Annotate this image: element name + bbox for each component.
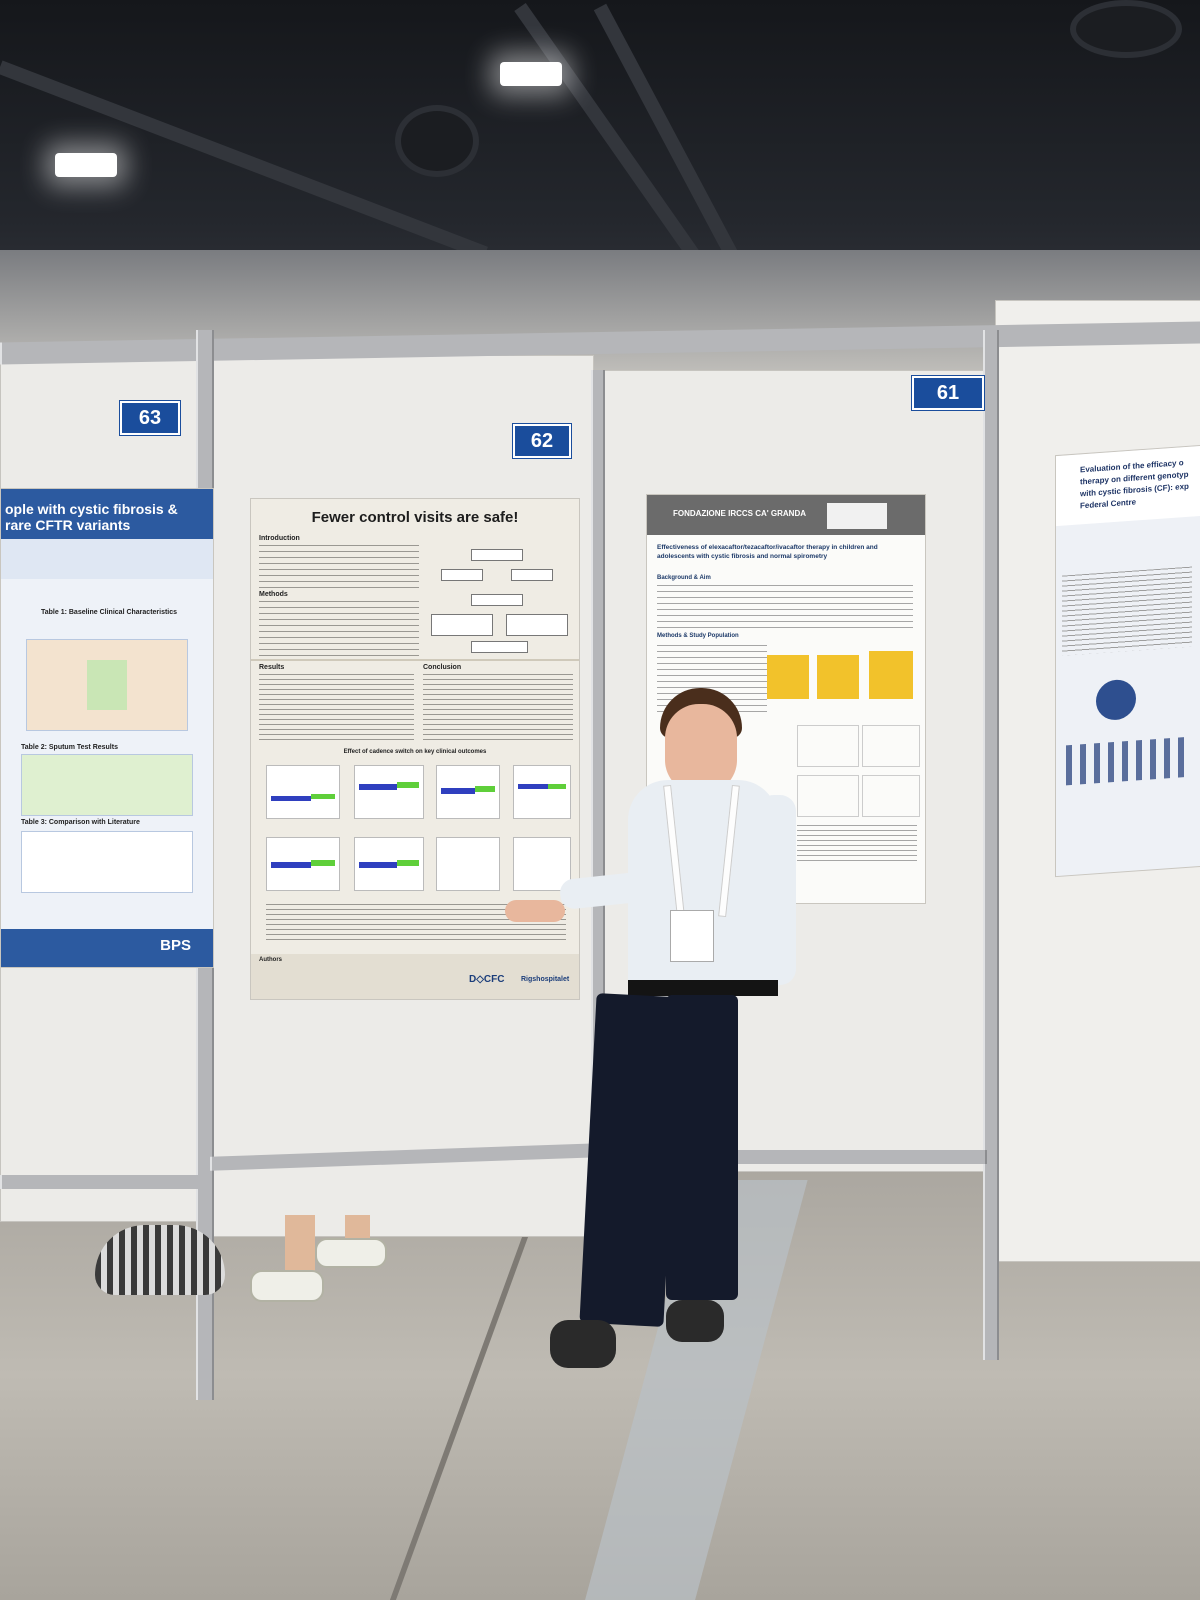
visitor-sandal xyxy=(315,1238,387,1268)
poster-left-title: ople with cystic fibrosis & rare CFTR va… xyxy=(1,489,213,539)
ceiling-light xyxy=(500,62,562,86)
poster-right-line-chart xyxy=(797,725,859,767)
presenter-shoe xyxy=(666,1300,724,1342)
poster-center-results-heading: Results xyxy=(259,664,285,671)
poster-center-intro-heading: Introduction xyxy=(259,535,300,542)
rigshospitalet-logo: Rigshospitalet xyxy=(521,976,570,983)
booth-number-61: 61 xyxy=(912,376,984,410)
visitor-sandal xyxy=(250,1270,324,1302)
scatter-plot xyxy=(513,765,571,819)
ceiling-speaker xyxy=(395,105,479,177)
board-post xyxy=(983,330,999,1360)
poster-far-right-pie-chart xyxy=(1096,678,1136,722)
presenter xyxy=(500,680,820,1400)
poster-right-yellow-box xyxy=(869,651,913,699)
poster-right-yellow-box xyxy=(767,655,809,699)
poster-center-chart-caption: Effect of cadence switch on key clinical… xyxy=(343,749,487,755)
poster-left-table1-title: Table 1: Baseline Clinical Characteristi… xyxy=(41,609,178,616)
booth-number-62: 62 xyxy=(513,424,571,458)
poster-center-methods-heading: Methods xyxy=(259,591,288,598)
booth-number-63: 63 xyxy=(120,401,180,435)
poster-right-figure-caption xyxy=(797,825,917,865)
poster-center-results-text xyxy=(259,674,414,744)
board-bottom-rail xyxy=(0,1175,214,1189)
presenter-pants-right xyxy=(666,995,738,1300)
ceiling-light xyxy=(55,153,117,177)
poster-right-line-chart xyxy=(862,775,920,817)
presenter-badge xyxy=(670,910,714,962)
poster-center-authors-heading: Authors xyxy=(259,957,282,963)
scatter-plot xyxy=(354,837,424,891)
ceiling-speaker xyxy=(1070,0,1182,58)
dcfc-logo: D◇CFC xyxy=(469,974,505,985)
poster-right-line-chart xyxy=(797,775,859,817)
bps-logo: BPS xyxy=(160,937,191,954)
scatter-plot xyxy=(266,837,340,891)
poster-center-footer: Authors D◇CFC Rigshospitalet xyxy=(251,954,579,999)
scatter-plot xyxy=(436,837,500,891)
poster-right-title: Effectiveness of elexacaftor/tezacaftor/… xyxy=(657,544,878,560)
scatter-plot xyxy=(436,765,500,819)
poster-far-right-header: Evaluation of the efficacy o therapy on … xyxy=(1056,445,1200,527)
poster-center-intro-text xyxy=(259,545,419,589)
poster-far-right-bar-chart xyxy=(1066,736,1186,786)
scatter-plot xyxy=(266,765,340,819)
poster-center: Fewer control visits are safe! Introduct… xyxy=(250,498,580,1000)
poster-right-yellow-box xyxy=(817,655,859,699)
visitor-bag xyxy=(95,1225,225,1295)
poster-left-table2 xyxy=(21,754,193,816)
poster-left-table1 xyxy=(26,639,188,731)
poster-center-title: Fewer control visits are safe! xyxy=(311,509,519,526)
poster-far-right-text xyxy=(1062,566,1192,656)
poster-right-line-chart xyxy=(862,725,920,767)
scatter-plot xyxy=(513,837,571,891)
poster-right-background-heading: Background & Aim xyxy=(657,575,711,581)
poster-left: ople with cystic fibrosis & rare CFTR va… xyxy=(0,488,214,968)
poster-right-banner: FONDAZIONE IRCCS CA' GRANDA xyxy=(647,495,925,535)
poster-center-conclusion-text xyxy=(423,674,573,744)
poster-right-methods-heading: Methods & Study Population xyxy=(657,633,739,639)
board-post xyxy=(591,370,605,1180)
presenter-hand xyxy=(505,900,565,922)
poster-left-footer: BPS xyxy=(1,929,213,967)
poster-left-authors xyxy=(1,539,213,579)
poster-far-right: Evaluation of the efficacy o therapy on … xyxy=(1055,444,1200,878)
poster-center-flowchart xyxy=(431,549,571,654)
poster-center-conclusion-heading: Conclusion xyxy=(423,664,462,671)
poster-right-header: FONDAZIONE IRCCS CA' GRANDA xyxy=(673,509,807,518)
poster-right-background-text xyxy=(657,585,913,629)
scatter-plot xyxy=(354,765,424,819)
poster-left-table2-title: Table 2: Sputum Test Results xyxy=(21,744,118,751)
presenter-shoe xyxy=(550,1320,616,1368)
poster-left-table3-title: Table 3: Comparison with Literature xyxy=(21,819,140,826)
poster-center-methods-text xyxy=(259,601,419,661)
poster-left-table3 xyxy=(21,831,193,893)
